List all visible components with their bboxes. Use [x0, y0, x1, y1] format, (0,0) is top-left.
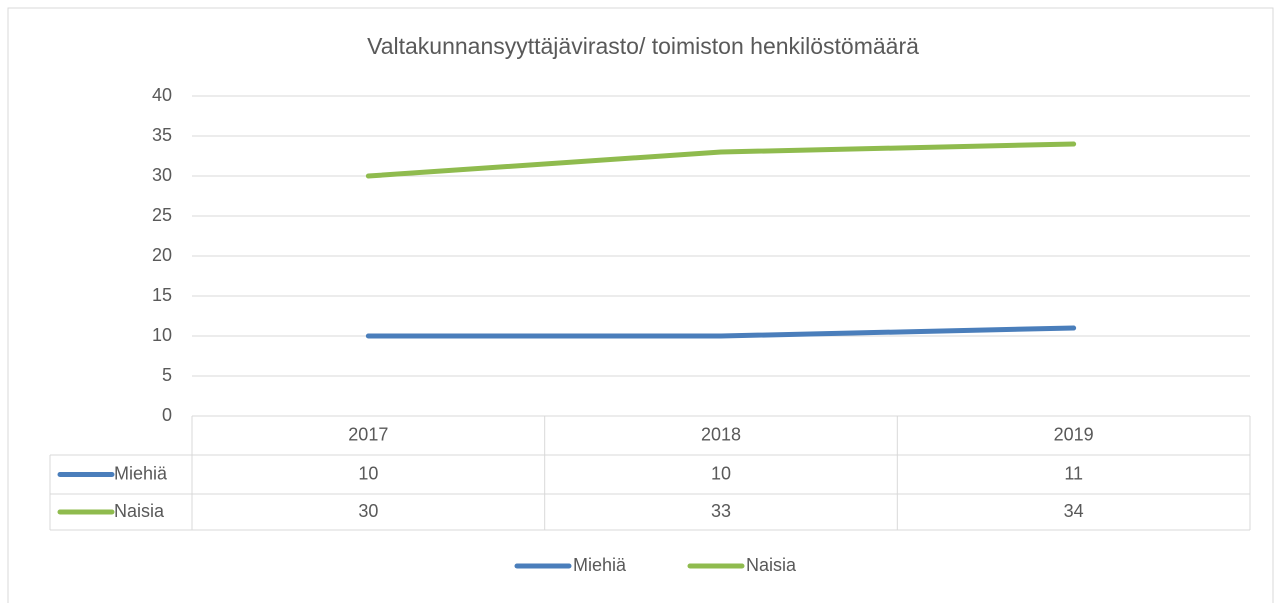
y-tick-label: 30	[152, 165, 172, 185]
table-cell: 10	[711, 463, 731, 483]
table-cell: 33	[711, 501, 731, 521]
x-tick-label: 2018	[701, 424, 741, 444]
y-tick-label: 25	[152, 205, 172, 225]
line-series	[365, 141, 1077, 179]
x-tick-label: 2017	[348, 424, 388, 444]
legend-label: Naisia	[746, 555, 797, 575]
table-cell: 30	[358, 501, 378, 521]
table-row-label: Miehiä	[114, 463, 168, 483]
line-series	[365, 325, 1077, 339]
y-tick-label: 10	[152, 325, 172, 345]
table-cell: 11	[1064, 463, 1083, 483]
table-row-label: Naisia	[114, 501, 165, 521]
table-cell: 34	[1064, 501, 1084, 521]
chart-title: Valtakunnansyyttäjävirasto/ toimiston he…	[367, 33, 919, 59]
y-tick-label: 20	[152, 245, 172, 265]
y-tick-label: 40	[152, 85, 172, 105]
x-tick-label: 2019	[1054, 424, 1094, 444]
y-tick-label: 0	[162, 405, 172, 425]
y-tick-label: 5	[162, 365, 172, 385]
y-tick-label: 35	[152, 125, 172, 145]
chart-frame	[7, 7, 1274, 603]
y-tick-label: 15	[152, 285, 172, 305]
table-cell: 10	[358, 463, 378, 483]
legend-label: Miehiä	[573, 555, 627, 575]
